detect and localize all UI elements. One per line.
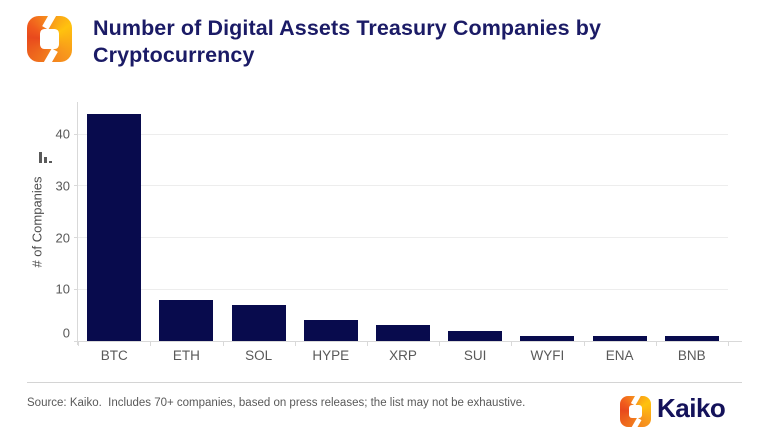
gridline-20 [78,237,728,239]
page-title-line2: Cryptocurrency [93,42,255,67]
bar-bnb [664,335,719,341]
page-title-line1: Number of Digital Assets Treasury Compan… [93,16,602,40]
y-tick-mark [74,133,78,135]
x-tick-mark [366,342,368,346]
kaiko-logo-hole [39,28,60,50]
page-title: Number of Digital Assets Treasury Compan… [93,15,733,68]
mini-bar-chart-icon [39,150,53,163]
x-tick-mark [655,342,657,346]
x-axis-line [74,341,742,342]
bar-sol [231,304,286,341]
x-tick-label-wyfi: WYFI [530,348,565,363]
bar-sui [448,330,503,341]
source-note: Source: Kaiko. Includes 70+ companies, b… [27,397,526,409]
y-tick-label: 40 [55,126,70,142]
gridline-10 [78,288,728,290]
brand-wordmark: Kaiko [657,393,726,423]
x-tick-label-xrp: XRP [389,348,417,363]
footer-divider [27,382,742,383]
x-tick-mark [727,342,729,346]
bar-eth [159,299,214,341]
y-axis-line [77,102,78,345]
x-tick-label-ena: ENA [605,348,634,363]
x-tick-mark [222,342,224,346]
x-tick-mark [439,342,441,346]
y-tick-label: 20 [55,230,70,246]
y-tick-label: 30 [55,178,70,194]
x-tick-mark [78,342,80,346]
bar-ena [592,335,647,341]
x-tick-label-btc: BTC [100,348,128,363]
x-tick-label-sol: SOL [245,348,273,363]
x-tick-label-bnb: BNB [677,348,706,363]
y-axis-title: # of Companies [29,176,45,268]
x-tick-mark [511,342,513,346]
bar-wyfi [520,335,575,341]
y-tick-mark [74,288,78,290]
y-tick-mark [74,237,78,239]
bar-hype [303,320,358,341]
x-tick-label-eth: ETH [172,348,200,363]
x-tick-label-sui: SUI [463,348,487,363]
gridline-30 [78,185,728,187]
y-tick-mark [74,185,78,187]
kaiko-logo-icon [620,393,651,430]
x-tick-mark [150,342,152,346]
kaiko-logo-hole [628,404,643,419]
y-tick-label: 10 [55,281,70,297]
bar-btc [87,113,142,341]
gridline-40 [78,133,728,135]
bar-xrp [376,325,430,341]
x-tick-mark [294,342,296,346]
kaiko-logo-icon [27,11,72,67]
x-tick-label-hype: HYPE [312,348,350,363]
x-tick-mark [583,342,585,346]
y-tick-label: 0 [62,325,70,341]
